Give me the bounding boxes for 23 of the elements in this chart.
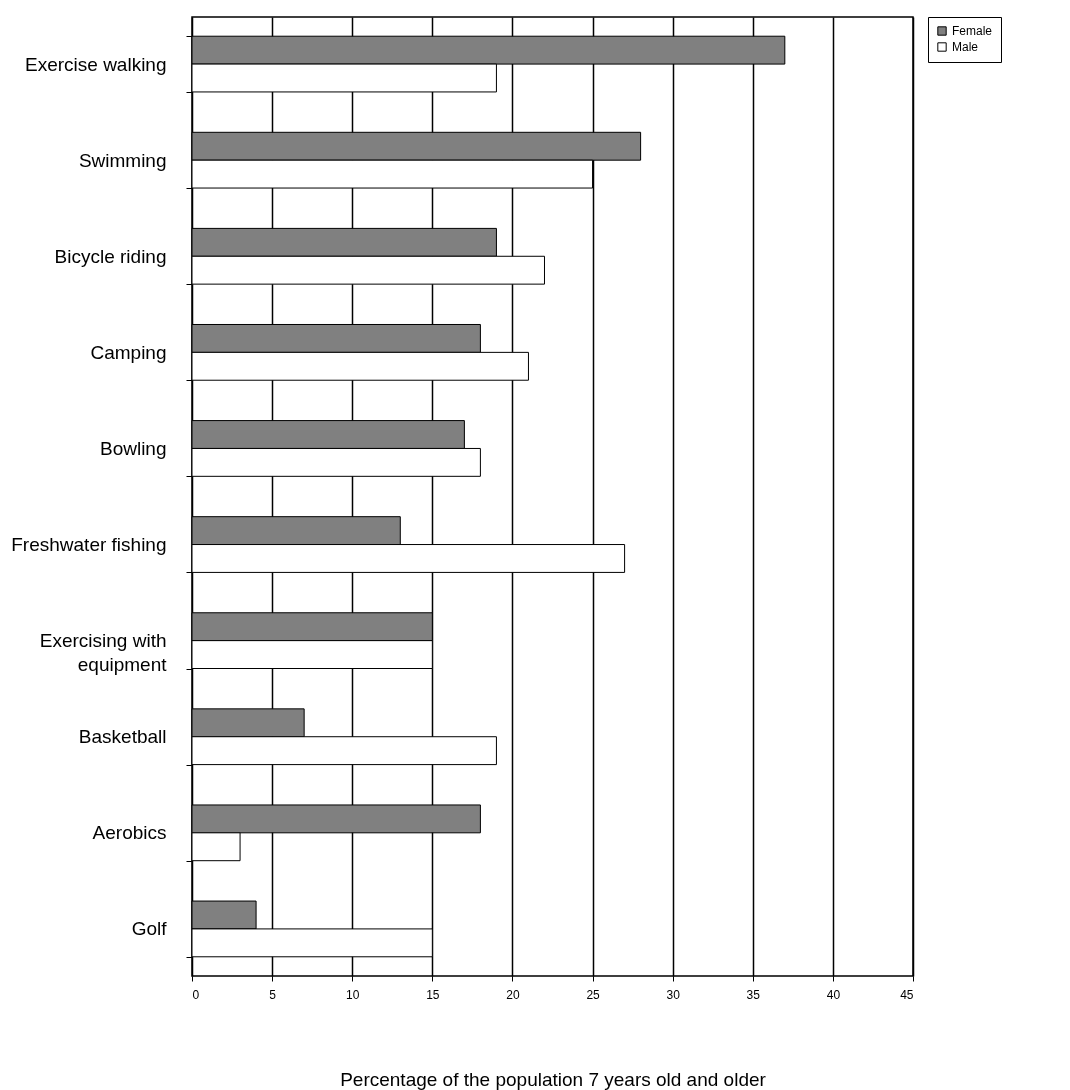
y-tick-label: Swimming — [78, 149, 167, 171]
x-tick-label: 10 — [346, 987, 360, 1002]
x-tick-label: 0 — [192, 987, 200, 1002]
y-tick-label: Bowling — [99, 437, 167, 459]
x-tick-label: 40 — [826, 987, 841, 1002]
y-tick-label: Exercise walking — [25, 53, 167, 75]
y-tick-label: Golf — [131, 918, 168, 940]
y-tick-label: Freshwater fishing — [11, 534, 167, 556]
y-tick-label: Exercising with equipment — [39, 630, 168, 676]
x-tick-label: 30 — [666, 987, 681, 1002]
x-tick-label: 45 — [900, 987, 914, 1002]
y-tick-label: Basketball — [78, 726, 167, 748]
x-tick-label: 20 — [506, 987, 520, 1002]
x-tick-label: 25 — [586, 987, 601, 1002]
y-tick-label: Camping — [90, 341, 167, 363]
x-tick-label: 35 — [746, 987, 761, 1002]
x-tick-label: 15 — [426, 987, 440, 1002]
x-tick-label: 5 — [269, 987, 277, 1002]
y-tick-label: Aerobics — [92, 822, 167, 844]
y-tick-label: Bicycle riding — [54, 245, 167, 267]
legend-label: Male — [952, 40, 979, 54]
legend-label: Female — [952, 24, 993, 38]
x-axis-title: Percentage of the population 7 years old and older — [340, 1068, 767, 1090]
